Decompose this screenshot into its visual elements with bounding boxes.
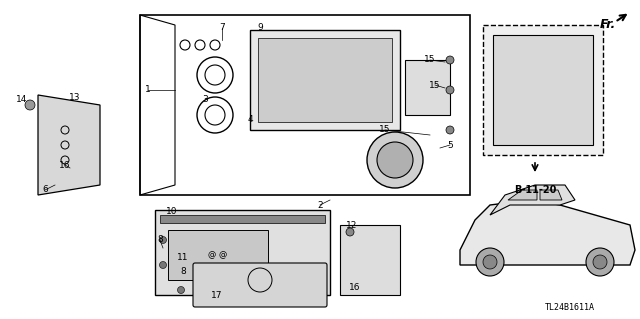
Circle shape bbox=[25, 100, 35, 110]
FancyBboxPatch shape bbox=[193, 263, 327, 307]
Text: 11: 11 bbox=[177, 253, 189, 262]
Circle shape bbox=[446, 126, 454, 134]
FancyBboxPatch shape bbox=[405, 60, 450, 115]
Text: 10: 10 bbox=[166, 207, 178, 217]
Circle shape bbox=[159, 262, 166, 269]
Text: 8: 8 bbox=[157, 235, 163, 244]
Text: 15: 15 bbox=[424, 56, 436, 64]
Circle shape bbox=[377, 142, 413, 178]
FancyBboxPatch shape bbox=[155, 210, 330, 295]
Text: 7: 7 bbox=[219, 24, 225, 33]
Polygon shape bbox=[540, 190, 562, 200]
Circle shape bbox=[586, 248, 614, 276]
Circle shape bbox=[446, 86, 454, 94]
FancyBboxPatch shape bbox=[250, 30, 400, 130]
Circle shape bbox=[476, 248, 504, 276]
Text: 17: 17 bbox=[211, 291, 223, 300]
Text: 5: 5 bbox=[447, 140, 453, 150]
FancyBboxPatch shape bbox=[258, 38, 392, 122]
Text: @ @: @ @ bbox=[208, 250, 228, 259]
Circle shape bbox=[346, 228, 354, 236]
Text: 15: 15 bbox=[380, 125, 391, 135]
Polygon shape bbox=[38, 95, 100, 195]
Circle shape bbox=[593, 255, 607, 269]
Circle shape bbox=[177, 286, 184, 293]
Text: 16: 16 bbox=[60, 160, 71, 169]
Text: 13: 13 bbox=[69, 93, 81, 102]
FancyBboxPatch shape bbox=[168, 230, 268, 280]
Text: 3: 3 bbox=[202, 95, 208, 105]
FancyBboxPatch shape bbox=[483, 25, 603, 155]
Text: 6: 6 bbox=[42, 186, 48, 195]
Text: 1: 1 bbox=[145, 85, 151, 94]
Text: 12: 12 bbox=[346, 220, 358, 229]
Polygon shape bbox=[508, 190, 537, 200]
Text: B-11-20: B-11-20 bbox=[514, 185, 556, 195]
FancyBboxPatch shape bbox=[493, 35, 593, 145]
Text: Fr.: Fr. bbox=[600, 18, 616, 31]
Text: 14: 14 bbox=[16, 95, 28, 105]
Text: TL24B1611A: TL24B1611A bbox=[545, 303, 595, 312]
Circle shape bbox=[446, 56, 454, 64]
FancyBboxPatch shape bbox=[340, 225, 400, 295]
FancyBboxPatch shape bbox=[160, 215, 325, 223]
Text: 16: 16 bbox=[349, 283, 361, 292]
Circle shape bbox=[483, 255, 497, 269]
Text: 8: 8 bbox=[180, 268, 186, 277]
Circle shape bbox=[159, 236, 166, 243]
Text: 15: 15 bbox=[429, 80, 441, 90]
Circle shape bbox=[367, 132, 423, 188]
Polygon shape bbox=[490, 185, 575, 215]
Text: 2: 2 bbox=[317, 201, 323, 210]
Polygon shape bbox=[460, 200, 635, 265]
Text: 4: 4 bbox=[247, 115, 253, 124]
Text: 9: 9 bbox=[257, 24, 263, 33]
